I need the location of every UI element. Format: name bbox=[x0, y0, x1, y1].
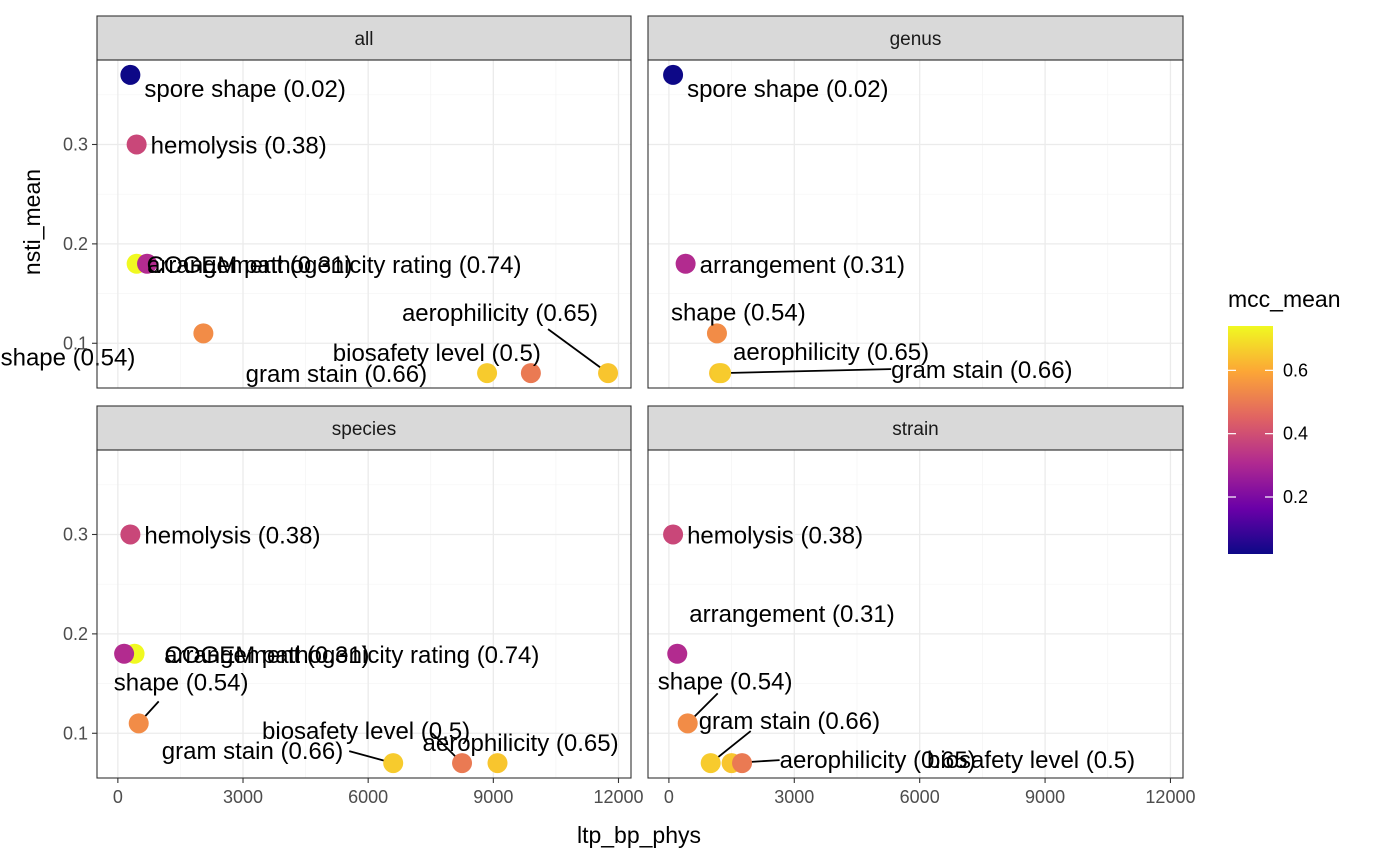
point-label: shape (0.54) bbox=[114, 669, 249, 696]
point-label: gram stain (0.66) bbox=[699, 708, 880, 735]
data-point bbox=[598, 363, 619, 384]
y-tick-label: 0.3 bbox=[63, 134, 88, 154]
point-label: aerophilicity (0.65) bbox=[402, 300, 598, 327]
panel-strain: strain hemolysis (0.38) arrangement (0.31)… bbox=[647, 405, 1195, 807]
point-label: hemolysis (0.38) bbox=[151, 132, 327, 159]
y-tick-label: 0.1 bbox=[63, 333, 88, 353]
data-point bbox=[675, 253, 696, 274]
panel-border bbox=[647, 449, 1184, 779]
facet-strip-label: species bbox=[332, 419, 396, 440]
facet-strip-label: all bbox=[354, 29, 373, 50]
facet-strip-label: genus bbox=[890, 29, 942, 50]
data-point bbox=[120, 64, 141, 85]
point-label: COGEM pathogenicity rating (0.74) bbox=[165, 642, 540, 669]
label-connector bbox=[547, 328, 609, 374]
data-point bbox=[706, 323, 727, 344]
point-label: COGEM pathogenicity rating (0.74) bbox=[147, 252, 522, 279]
legend-tick-label: 0.6 bbox=[1283, 360, 1308, 380]
point-label: hemolysis (0.38) bbox=[687, 522, 863, 549]
data-point bbox=[126, 134, 147, 155]
facet-strip bbox=[96, 405, 632, 451]
panel-background bbox=[97, 450, 631, 778]
data-point bbox=[477, 363, 498, 384]
x-tick-label: 9000 bbox=[1025, 787, 1065, 807]
x-tick-label: 6000 bbox=[900, 787, 940, 807]
point-label: aerophilicity (0.65) bbox=[733, 339, 929, 366]
panel-border bbox=[96, 59, 632, 389]
point-label: arrangement (0.31) bbox=[164, 642, 369, 669]
y-tick-label: 0.1 bbox=[63, 723, 88, 743]
panel-border bbox=[647, 59, 1184, 389]
y-tick-label: 0.2 bbox=[63, 234, 88, 254]
data-point bbox=[677, 713, 698, 734]
x-tick-label: 12000 bbox=[1145, 787, 1195, 807]
point-label: arrangement (0.31) bbox=[689, 601, 894, 628]
y-axis-title: nsti_mean bbox=[19, 169, 45, 275]
color-legend-bar bbox=[1228, 326, 1273, 554]
panel-species: species hemolysis (0.38) COGEM pathogenici… bbox=[63, 405, 644, 807]
point-label: biosafety level (0.5) bbox=[333, 340, 541, 367]
x-tick-label: 3000 bbox=[774, 787, 814, 807]
x-axis-title: ltp_bp_phys bbox=[577, 822, 701, 848]
panel-background bbox=[97, 60, 631, 388]
data-point bbox=[520, 363, 541, 384]
point-label: aerophilicity (0.65) bbox=[423, 730, 619, 757]
facet-strip-label: strain bbox=[892, 419, 938, 440]
data-point bbox=[663, 524, 684, 545]
data-point bbox=[732, 753, 753, 774]
panel-all: all spore shape (0.02) hemolysis (0.38) COG… bbox=[1, 15, 632, 389]
legend-tick-label: 0.2 bbox=[1283, 487, 1308, 507]
x-tick-label: 0 bbox=[113, 787, 123, 807]
legend-title: mcc_mean bbox=[1228, 286, 1340, 312]
legend-tick-label: 0.4 bbox=[1283, 424, 1308, 444]
data-point bbox=[487, 753, 508, 774]
point-label: gram stain (0.66) bbox=[162, 738, 343, 765]
point-label: biosafety level (0.5) bbox=[262, 718, 470, 745]
x-tick-label: 6000 bbox=[348, 787, 388, 807]
point-label: biosafety level (0.5) bbox=[927, 747, 1135, 774]
point-label: aerophilicity (0.65) bbox=[780, 747, 976, 774]
data-point bbox=[700, 753, 721, 774]
x-tick-label: 0 bbox=[664, 787, 674, 807]
point-label: shape (0.54) bbox=[658, 668, 793, 695]
data-point bbox=[711, 363, 732, 384]
facet-strip bbox=[647, 15, 1184, 61]
y-tick-label: 0.2 bbox=[63, 624, 88, 644]
point-label: shape (0.54) bbox=[1, 344, 136, 371]
data-point bbox=[114, 643, 135, 664]
data-point bbox=[193, 323, 214, 344]
point-label: gram stain (0.66) bbox=[246, 361, 427, 388]
point-label: arrangement (0.31) bbox=[700, 252, 905, 279]
data-point bbox=[663, 64, 684, 85]
panel-genus: genus spore shape (0.02) arrangement (0.31… bbox=[647, 15, 1184, 389]
data-point bbox=[452, 753, 473, 774]
point-label: spore shape (0.02) bbox=[687, 76, 888, 103]
data-point bbox=[128, 713, 149, 734]
point-label: gram stain (0.66) bbox=[891, 357, 1072, 384]
x-tick-label: 9000 bbox=[473, 787, 513, 807]
data-point bbox=[667, 643, 688, 664]
x-tick-label: 12000 bbox=[593, 787, 643, 807]
y-tick-label: 0.3 bbox=[63, 524, 88, 544]
panel-background bbox=[648, 60, 1183, 388]
facet-strip bbox=[96, 15, 632, 61]
data-point bbox=[137, 253, 158, 274]
data-point bbox=[120, 524, 141, 545]
point-label: shape (0.54) bbox=[671, 299, 806, 326]
data-point bbox=[383, 753, 404, 774]
point-label: hemolysis (0.38) bbox=[144, 522, 320, 549]
x-tick-label: 3000 bbox=[223, 787, 263, 807]
point-label: spore shape (0.02) bbox=[144, 76, 345, 103]
label-connector bbox=[721, 368, 892, 374]
point-label: arrangement (0.31) bbox=[147, 252, 352, 279]
panel-border bbox=[96, 449, 632, 779]
panel-background bbox=[648, 450, 1183, 778]
